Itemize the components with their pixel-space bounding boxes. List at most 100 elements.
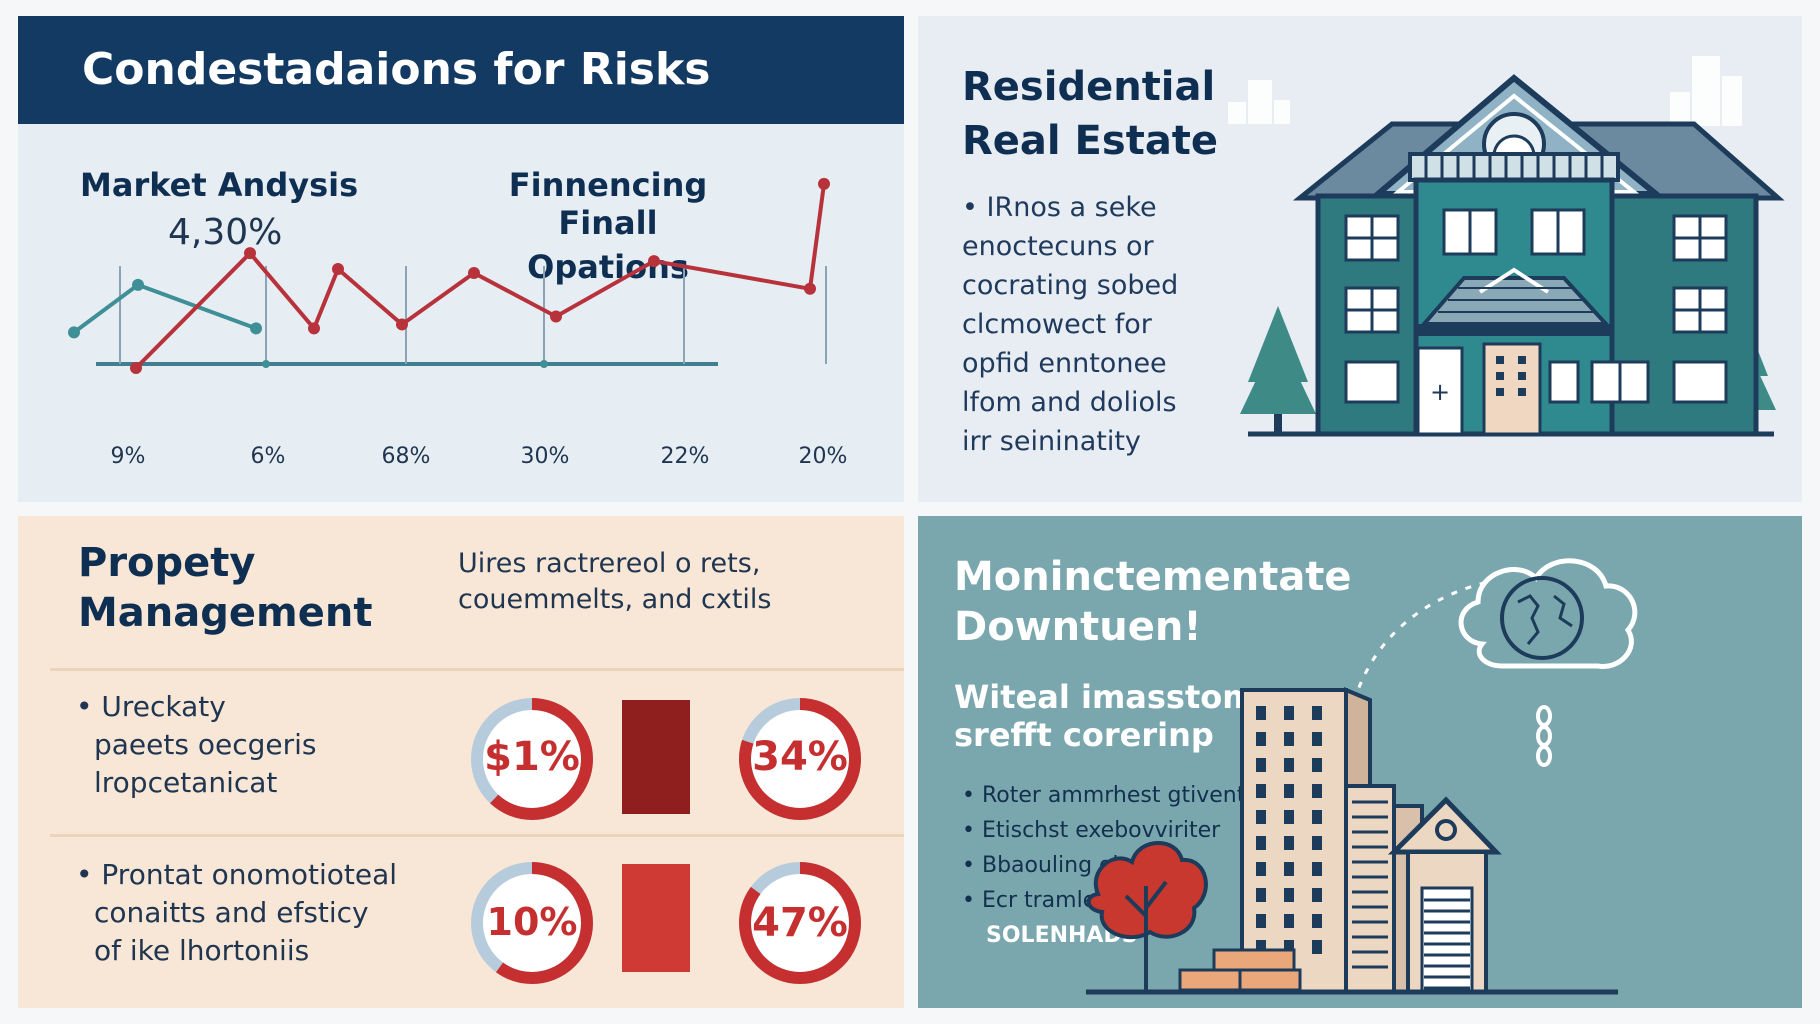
- series-point: [130, 362, 142, 374]
- window: [1284, 888, 1294, 902]
- donut-chart: $1%: [462, 694, 602, 824]
- downturn-subtitle-line1: Witeal imasstomce: [954, 678, 1297, 716]
- series-point: [244, 247, 256, 260]
- city-illustration: [1086, 558, 1638, 995]
- window: [1256, 914, 1266, 928]
- property-title: Propety Management: [78, 538, 372, 638]
- window: [1256, 862, 1266, 876]
- series-point: [648, 255, 660, 268]
- series-point: [250, 322, 262, 335]
- property-row1-line: • Ureckaty: [76, 690, 226, 723]
- window: [1256, 784, 1266, 798]
- downturn-bullet: • Etischst exebovviriter: [962, 818, 1221, 843]
- series-point: [550, 310, 562, 323]
- window: [1284, 836, 1294, 850]
- donut-chart: 47%: [730, 858, 870, 988]
- donut-ring: [739, 862, 861, 984]
- property-row2-line: conaitts and efsticy: [94, 896, 369, 929]
- x-tick-label: 20%: [798, 444, 848, 469]
- series-point: [308, 322, 320, 335]
- series-point: [468, 266, 480, 279]
- tree-icon: [1240, 306, 1316, 436]
- window: [1312, 784, 1322, 798]
- axis-dot: [540, 360, 548, 368]
- residential-title-line1: Residential: [962, 64, 1216, 110]
- window: [1256, 732, 1266, 746]
- red-tree-icon: [1086, 841, 1208, 992]
- donut-label: 10%: [486, 900, 578, 944]
- property-row1-text: • Ureckaty paeets oecgeris lropcetanicat: [76, 688, 316, 802]
- window: [1284, 810, 1294, 824]
- header-bar: Condestadaions for Risks: [18, 16, 904, 124]
- property-title-line1: Propety: [78, 540, 256, 586]
- row-divider: [50, 668, 904, 671]
- row-divider: [50, 834, 904, 837]
- window: [1312, 758, 1322, 772]
- window: [1284, 784, 1294, 798]
- residential-bullet-line: enoctecuns or: [962, 231, 1154, 262]
- page-title: Condestadaions for Risks: [82, 44, 711, 95]
- property-desc-line1: Uires ractrereol o rets,: [458, 548, 761, 579]
- downturn-title-line1: Moninctementate: [954, 554, 1352, 600]
- window: [1284, 758, 1294, 772]
- window: [1256, 758, 1266, 772]
- residential-title-line2: Real Estate: [962, 118, 1219, 164]
- x-tick-label: 22%: [660, 444, 710, 469]
- x-tick-label: 68%: [381, 444, 431, 469]
- donut-label: 47%: [752, 900, 848, 946]
- background-buildings-icon: [1228, 56, 1742, 126]
- market-analysis-label: Market Andysis: [80, 166, 359, 204]
- brick-stack-icon: [1178, 948, 1302, 992]
- series-line-red: [134, 183, 826, 370]
- svg-text:+: +: [1430, 378, 1450, 406]
- chain-icon: [1536, 705, 1552, 767]
- bar-block: [622, 700, 690, 814]
- window: [1312, 706, 1322, 720]
- window: [1312, 888, 1322, 902]
- window: [1256, 836, 1266, 850]
- financing-label-line2: Opations: [527, 248, 689, 286]
- property-row2-line: • Prontat onomotioteal: [76, 858, 398, 891]
- window: [1284, 862, 1294, 876]
- window: [1256, 940, 1266, 954]
- downturn-subtitle-line2: srefft corerinp: [954, 716, 1214, 754]
- house-illustration: +: [1228, 56, 1785, 437]
- financing-label: Finnencing Finall Opations: [458, 166, 758, 286]
- donut-ring: [471, 698, 593, 820]
- property-row1-line: lropcetanicat: [94, 766, 278, 799]
- window: [1256, 706, 1266, 720]
- window: [1312, 810, 1322, 824]
- donut-chart: 10%: [462, 858, 602, 988]
- market-analysis-value: 4,30%: [168, 212, 283, 253]
- property-desc-line2: couemmelts, and cxtils: [458, 584, 772, 615]
- donut-arc: [471, 862, 593, 984]
- residential-bullet-line: • IRnos a seke: [962, 192, 1157, 223]
- residential-bullet-line: clcmowect for: [962, 309, 1152, 340]
- window: [1284, 706, 1294, 720]
- residential-bullet-line: opfid enntonee: [962, 348, 1167, 379]
- window: [1256, 888, 1266, 902]
- window: [1312, 914, 1322, 928]
- downturn-bullet: • Roter ammrhest gtivente: [962, 783, 1259, 808]
- window: [1284, 732, 1294, 746]
- series-point: [396, 318, 408, 331]
- residential-title: Residential Real Estate: [962, 60, 1218, 168]
- residential-panel: Residential Real Estate • IRnos a seke e…: [918, 16, 1802, 502]
- donut-ring: [739, 698, 861, 820]
- donut-arc: [471, 698, 593, 820]
- cloud-globe-icon: [1458, 558, 1638, 669]
- donut-label: 34%: [752, 734, 848, 780]
- series-line-teal: [72, 282, 257, 334]
- series-point: [132, 278, 144, 291]
- property-description: Uires ractrereol o rets, couemmelts, and…: [458, 546, 771, 618]
- financing-label-line1: Finnencing Finall: [508, 166, 708, 242]
- residential-bullet-line: lfom and doliols: [962, 387, 1177, 418]
- donut-arc: [739, 698, 861, 820]
- bar-block: [622, 864, 690, 972]
- donut-label: $1%: [484, 734, 580, 780]
- window: [1312, 836, 1322, 850]
- window: [1256, 810, 1266, 824]
- x-tick-label: 30%: [520, 444, 570, 469]
- donut-arc: [739, 862, 861, 984]
- series-point: [68, 326, 80, 339]
